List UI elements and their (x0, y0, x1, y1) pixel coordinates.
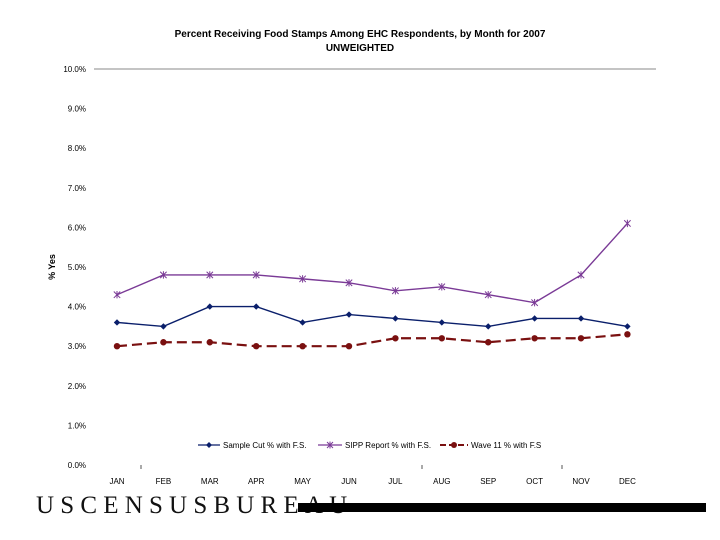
legend-label: Sample Cut % with F.S. (223, 441, 307, 450)
y-axis-label: % Yes (47, 254, 57, 280)
data-point (206, 339, 213, 346)
x-tick-label: DEC (619, 477, 636, 486)
series-line-3 (116, 333, 628, 348)
x-tick-label: JUN (341, 477, 357, 486)
data-point (623, 219, 631, 228)
y-tick-label: 2.0% (68, 382, 86, 391)
x-tick-label: OCT (526, 477, 543, 486)
x-tick-label: MAY (294, 477, 311, 486)
data-point (206, 271, 214, 279)
data-point (577, 315, 585, 322)
legend-label: SIPP Report % with F.S. (345, 441, 431, 450)
data-point (299, 343, 306, 350)
y-tick-label: 8.0% (68, 144, 86, 153)
data-point (299, 275, 307, 283)
data-point (160, 323, 167, 330)
data-point (438, 319, 445, 326)
data-point (438, 335, 445, 342)
data-point (392, 335, 399, 342)
data-point (160, 339, 167, 346)
data-point (159, 271, 167, 279)
footer-divider-bar (298, 503, 706, 512)
data-point (531, 298, 539, 307)
data-point (577, 335, 585, 342)
data-point (299, 319, 306, 326)
y-tick-label: 0.0% (68, 461, 86, 470)
series-line-2 (116, 222, 628, 304)
data-point (531, 315, 538, 322)
data-point (113, 291, 121, 299)
x-tick-label: JUL (388, 477, 403, 486)
data-point (485, 339, 492, 346)
legend-marker (326, 441, 334, 449)
data-point (253, 343, 260, 350)
data-point (252, 271, 260, 279)
x-tick-label: NOV (572, 477, 590, 486)
data-point (253, 303, 260, 310)
legend-marker (451, 442, 457, 448)
data-point (392, 315, 399, 322)
legend-label: Wave 11 % with F.S (471, 441, 541, 450)
y-tick-label: 4.0% (68, 303, 86, 312)
y-tick-label: 3.0% (68, 342, 86, 351)
data-point (345, 311, 353, 318)
series-line-1 (116, 305, 628, 328)
y-tick-label: 5.0% (68, 263, 86, 272)
y-tick-label: 10.0% (63, 65, 86, 74)
census-bureau-logo: USCENSUSBUREAU (36, 492, 354, 519)
y-tick-label: 6.0% (68, 223, 86, 232)
data-point (438, 283, 446, 291)
data-point (577, 271, 585, 279)
data-point (484, 291, 492, 299)
y-tick-label: 9.0% (68, 105, 86, 114)
chart-subtitle: UNWEIGHTED (325, 43, 395, 54)
y-tick-label: 7.0% (68, 184, 86, 193)
chart-title: Percent Receiving Food Stamps Among EHC … (174, 29, 546, 40)
x-tick-label: MAR (201, 477, 219, 486)
x-tick-label: JAN (109, 477, 124, 486)
data-point (113, 319, 121, 326)
data-point (624, 331, 631, 338)
data-point (113, 343, 121, 350)
x-tick-label: APR (248, 477, 265, 486)
data-point (624, 323, 631, 330)
legend-marker (206, 442, 212, 448)
x-tick-label: AUG (433, 477, 450, 486)
data-point (485, 323, 492, 330)
data-point (345, 343, 353, 350)
data-point (206, 303, 213, 310)
x-tick-label: SEP (480, 477, 496, 486)
data-point (531, 335, 538, 342)
data-point (345, 279, 353, 287)
y-tick-label: 1.0% (68, 421, 86, 430)
x-tick-label: FEB (156, 477, 172, 486)
data-point (391, 287, 399, 295)
